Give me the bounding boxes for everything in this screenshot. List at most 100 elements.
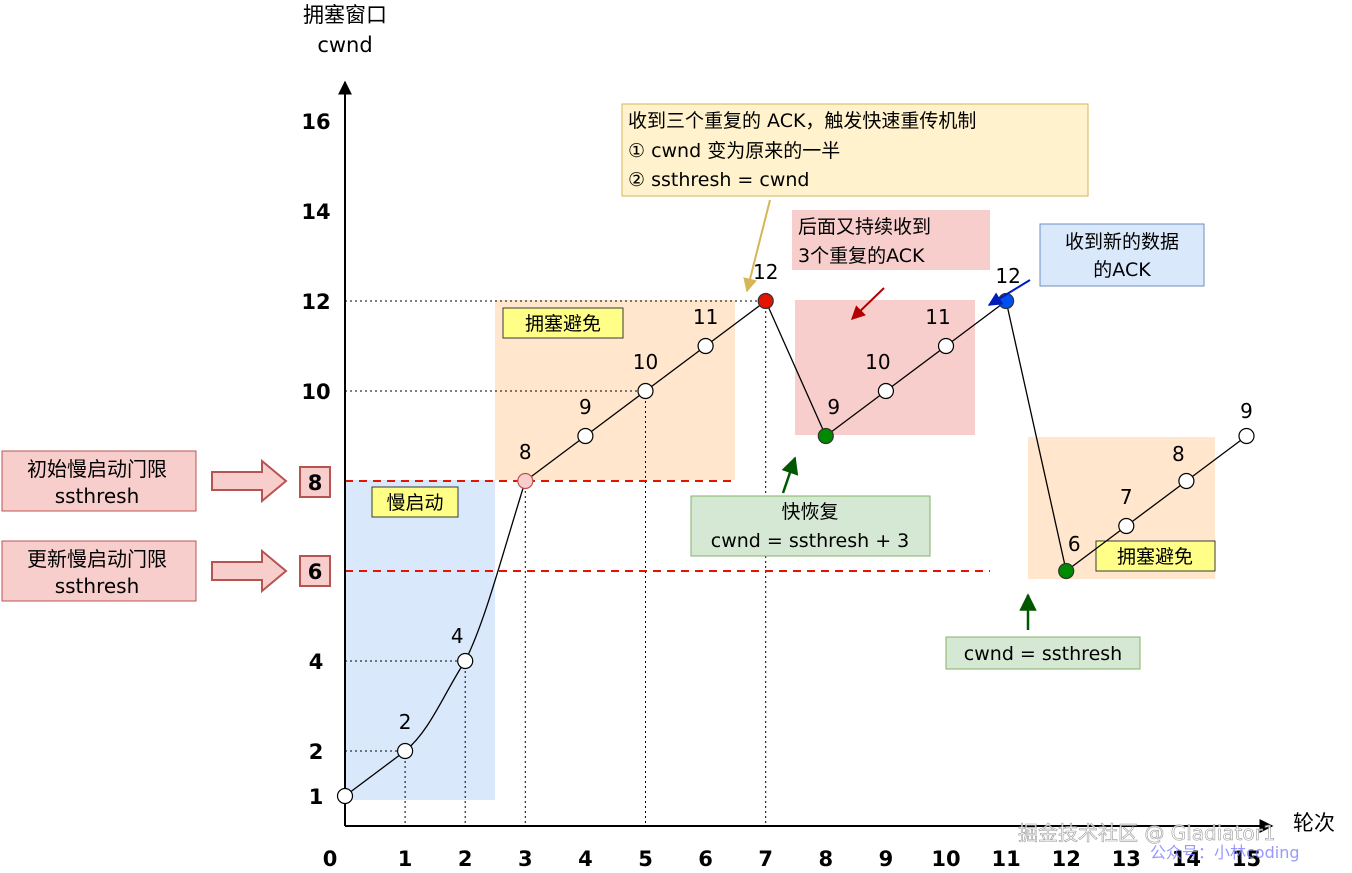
triple-ack-note-line1: 收到三个重复的 ACK，触发快速重传机制	[628, 110, 976, 132]
data-point-3	[517, 472, 534, 490]
triple-ack-note-box	[621, 103, 1089, 197]
updated-threshold-arrow	[211, 548, 288, 594]
x-tick-10: 10	[931, 847, 960, 871]
point-label-3: 8	[519, 440, 532, 464]
new-ack-note-line1: 收到新的数据	[1065, 231, 1179, 253]
threshold-tick-8: 8	[308, 471, 323, 495]
point-label-1: 2	[399, 710, 412, 734]
y-axis-title: 拥塞窗口	[303, 3, 387, 27]
continued-note-line1: 后面又持续收到	[798, 216, 931, 238]
updated-ssthresh-name: ssthresh	[55, 574, 140, 598]
updated-ssthresh-label-box	[1, 540, 197, 602]
x-tick-0: 0	[323, 847, 338, 871]
point-label-11: 12	[995, 264, 1020, 288]
continued-arrow	[850, 287, 885, 320]
y-axis-unit: cwnd	[317, 33, 372, 57]
y-tick-10: 10	[301, 380, 330, 404]
x-tick-11: 11	[991, 847, 1020, 871]
y-tick-2: 2	[309, 740, 324, 764]
x-axis-title: 轮次	[1293, 811, 1335, 835]
initial-ssthresh-label-box	[1, 450, 197, 512]
point-label-14: 8	[1172, 442, 1185, 466]
y-tick-4: 4	[309, 650, 324, 674]
data-points	[336, 292, 1255, 805]
point-label-4: 9	[579, 395, 592, 419]
y-tick-16: 16	[301, 110, 330, 134]
x-tick-5: 5	[638, 847, 653, 871]
x-tick-6: 6	[698, 847, 713, 871]
data-point-9	[877, 382, 895, 400]
reset-note-line1: cwnd = ssthresh	[964, 643, 1122, 665]
point-label-15: 9	[1240, 399, 1253, 423]
guide-lines	[345, 300, 767, 826]
point-label-5: 10	[633, 350, 658, 374]
avoid-label-box-2	[1095, 540, 1216, 572]
slow-start-label: 慢启动	[386, 492, 443, 514]
x-tick-15: 15	[1232, 847, 1261, 871]
y-tick-12: 12	[301, 290, 330, 314]
threshold-tick-box-6	[299, 555, 331, 587]
triple-ack-arrow	[743, 199, 771, 293]
x-tick-9: 9	[879, 847, 894, 871]
data-point-1	[397, 742, 414, 760]
continued-note-box	[792, 210, 990, 270]
point-label-10: 11	[925, 305, 950, 329]
x-tick-7: 7	[758, 847, 773, 871]
x-tick-2: 2	[458, 847, 473, 871]
fast-recovery-note-line2: cwnd = ssthresh + 3	[711, 530, 910, 552]
point-value-labels: 2 4 8 9 10 11 12 9 10 11 12 6 7 8 9	[399, 260, 1253, 734]
data-point-12	[1058, 562, 1075, 580]
avoid-label-box-1	[502, 307, 624, 339]
data-point-8	[817, 427, 834, 445]
reset-note-box	[945, 636, 1141, 670]
x-tick-12: 12	[1052, 847, 1081, 871]
fast-recovery-note-line1: 快恢复	[781, 501, 838, 523]
threshold-tick-6: 6	[308, 560, 323, 584]
fast-recovery-region	[795, 300, 975, 435]
point-label-13: 7	[1120, 485, 1133, 509]
triple-ack-note-line3: ② ssthresh = cwnd	[628, 169, 809, 191]
data-point-13	[1118, 517, 1135, 535]
data-point-5	[637, 382, 654, 400]
new-ack-note-line2: 的ACK	[1093, 259, 1151, 281]
x-tick-1: 1	[398, 847, 413, 871]
data-point-0	[336, 787, 354, 805]
data-point-14	[1178, 472, 1195, 490]
continued-note-line2: 3个重复的ACK	[798, 245, 925, 267]
data-point-4	[577, 427, 594, 445]
slow-start-region	[345, 480, 495, 800]
data-point-2	[457, 652, 474, 670]
data-point-11	[997, 292, 1015, 310]
fast-recovery-note-box	[690, 495, 931, 557]
y-tick-1: 1	[309, 785, 324, 809]
watermark-line1: 掘金技术社区 @ Gladiator1	[1018, 821, 1276, 845]
threshold-tick-box-8	[299, 466, 331, 498]
data-point-6	[697, 337, 714, 355]
point-label-7: 12	[753, 260, 778, 284]
fast-recovery-arrow	[781, 456, 799, 494]
data-point-7	[757, 292, 774, 310]
x-tick-13: 13	[1112, 847, 1141, 871]
slow-start-label-box	[371, 486, 459, 518]
initial-ssthresh-label: 初始慢启动门限	[27, 457, 167, 481]
x-tick-labels: 0 1 2 3 4 5 6 7 8 9 10 11 12 13 14 15	[323, 847, 1261, 871]
new-ack-note-box	[1039, 223, 1205, 287]
point-label-9: 10	[865, 350, 890, 374]
avoid-label-1: 拥塞避免	[525, 313, 601, 335]
point-label-2: 4	[451, 624, 464, 648]
data-point-10	[937, 337, 955, 355]
triple-ack-note-line2: ① cwnd 变为原来的一半	[628, 140, 840, 162]
point-label-8: 9	[827, 395, 840, 419]
x-tick-8: 8	[818, 847, 833, 871]
y-tick-14: 14	[301, 200, 330, 224]
initial-ssthresh-name: ssthresh	[55, 484, 140, 508]
point-label-12: 6	[1068, 532, 1081, 556]
initial-threshold-arrow	[211, 458, 288, 504]
x-tick-3: 3	[518, 847, 533, 871]
x-tick-14: 14	[1172, 847, 1201, 871]
watermark-line2: 公众号：小林coding	[1150, 843, 1300, 862]
x-tick-4: 4	[578, 847, 593, 871]
data-point-15	[1238, 427, 1255, 445]
